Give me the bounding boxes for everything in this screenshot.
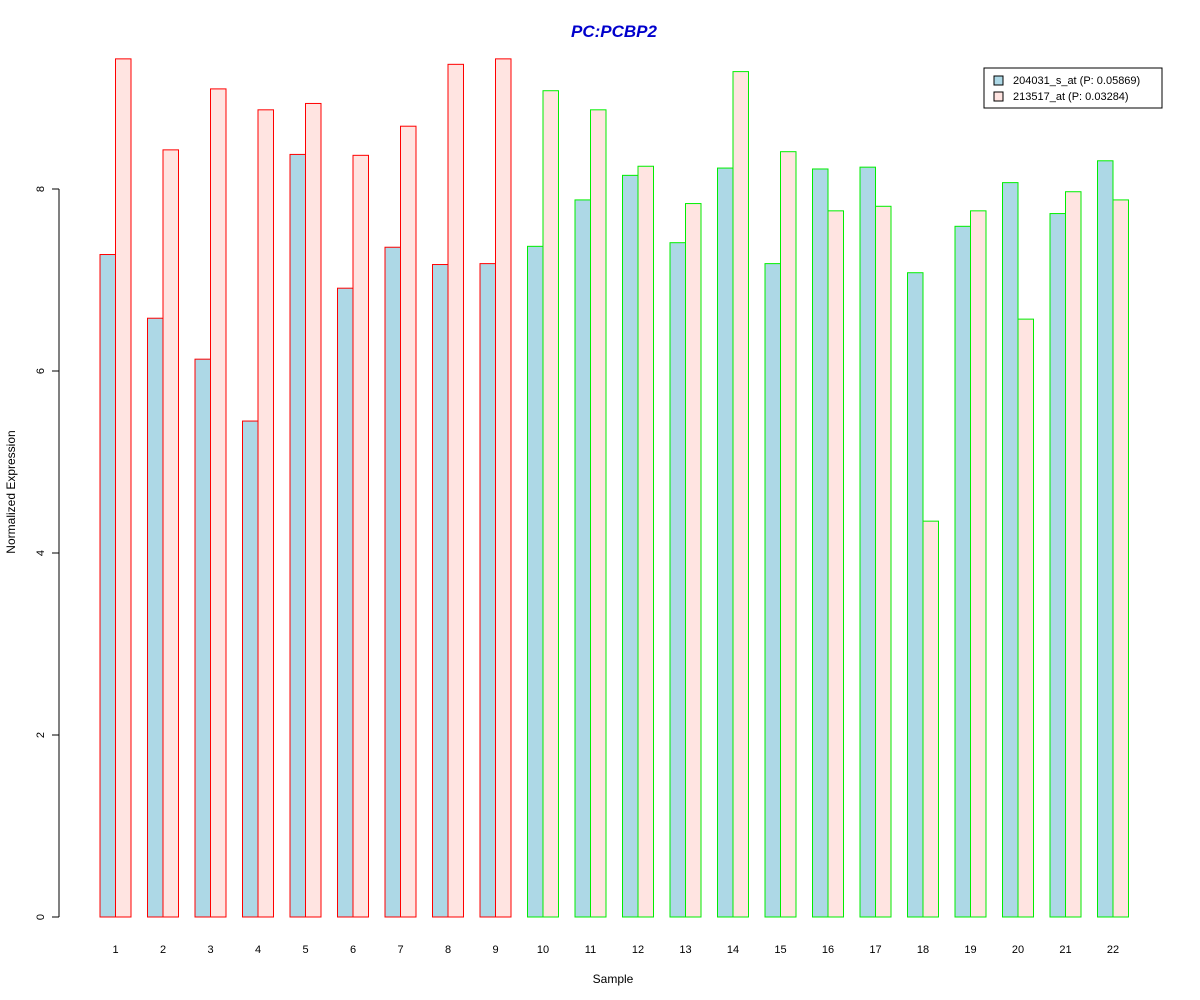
chart-title: PC:PCBP2 [571,22,658,41]
bar-sample-14-series-2 [732,71,749,918]
bar-sample-20-series-1 [1002,182,1019,918]
x-tick-label: 17 [869,944,881,956]
bar-sample-7-series-2 [400,125,417,918]
x-tick-label: 10 [537,944,549,956]
x-tick-label: 12 [632,944,644,956]
x-tick-label: 14 [727,944,739,956]
x-tick-label: 1 [112,944,118,956]
x-axis-label: Sample [593,972,634,986]
bar-sample-1-series-1 [99,254,116,918]
bar-sample-3-series-1 [194,358,211,918]
y-tick-label: 4 [35,550,47,556]
bar-sample-10-series-1 [527,245,544,918]
bar-sample-16-series-2 [827,210,844,918]
x-tick-label: 21 [1059,944,1071,956]
x-tick-label: 15 [774,944,786,956]
bar-sample-18-series-2 [922,520,939,918]
legend-box [983,67,1163,109]
bar-sample-18-series-1 [907,272,924,918]
bar-sample-11-series-2 [590,109,607,918]
bar-sample-22-series-2 [1112,199,1129,918]
bar-sample-13-series-2 [685,203,702,918]
bar-sample-7-series-1 [384,246,401,918]
bar-sample-12-series-2 [637,165,654,918]
y-axis-label: Normalized Expression [4,430,18,553]
x-tick-label: 2 [160,944,166,956]
bar-sample-20-series-2 [1017,318,1034,918]
bar-sample-16-series-1 [812,168,829,918]
x-tick-label: 8 [445,944,451,956]
x-tick-label: 6 [350,944,356,956]
bar-sample-17-series-2 [875,205,892,918]
bar-sample-19-series-1 [954,225,971,918]
x-tick-label: 4 [255,944,261,956]
legend: 204031_s_at (P: 0.05869) 213517_at (P: 0.… [983,67,1163,109]
legend-label: 204031_s_at (P: 0.05869) [1013,75,1140,87]
bar-sample-6-series-2 [352,154,369,918]
bar-sample-2-series-1 [147,317,164,918]
bar-sample-1-series-2 [115,58,132,918]
x-tick-label: 22 [1107,944,1119,956]
bar-sample-15-series-1 [764,263,781,918]
y-tick-label: 2 [35,732,47,738]
bar-sample-9-series-2 [495,58,512,918]
legend-swatch [993,91,1004,102]
bar-sample-13-series-1 [669,242,686,918]
bar-sample-19-series-2 [970,210,987,918]
x-tick-label: 9 [492,944,498,956]
legend-swatch [993,75,1004,86]
bars [99,58,1129,918]
bar-sample-14-series-1 [717,167,734,918]
x-tick-label: 20 [1012,944,1024,956]
y-tick-label: 0 [35,914,47,920]
bar-sample-15-series-2 [780,151,797,918]
bar-sample-21-series-1 [1049,213,1066,918]
bar-sample-17-series-1 [859,166,876,918]
bar-sample-9-series-1 [479,263,496,918]
y-tick-label: 8 [35,186,47,192]
bar-sample-10-series-2 [542,90,559,918]
bar-sample-12-series-1 [622,174,639,918]
bar-sample-5-series-1 [289,153,306,918]
x-tick-label: 18 [917,944,929,956]
bar-sample-4-series-2 [257,109,274,918]
x-tick-label: 7 [397,944,403,956]
x-tick-label: 13 [679,944,691,956]
bar-sample-8-series-2 [447,63,464,918]
x-tick-label: 3 [207,944,213,956]
bar-sample-2-series-2 [162,149,179,918]
x-axis-ticks: 1 2 3 4 5 6 7 8 9 10 11 12 13 14 15 16 17 18 19 20 21 22 [112,944,1119,956]
x-tick-label: 19 [964,944,976,956]
x-tick-label: 5 [302,944,308,956]
legend-label: 213517_at (P: 0.03284) [1013,91,1129,103]
bar-sample-21-series-2 [1065,191,1082,918]
bar-sample-3-series-2 [210,88,227,918]
bar-sample-5-series-2 [305,102,322,918]
bar-sample-4-series-1 [242,420,259,918]
bar-sample-6-series-1 [337,287,354,918]
x-tick-label: 16 [822,944,834,956]
bar-sample-11-series-1 [574,199,591,918]
bar-sample-22-series-1 [1097,160,1114,918]
y-tick-label: 6 [35,368,47,374]
x-tick-label: 11 [585,944,596,956]
bar-sample-8-series-1 [432,264,449,918]
y-axis: 0 2 4 6 8 [35,186,60,920]
